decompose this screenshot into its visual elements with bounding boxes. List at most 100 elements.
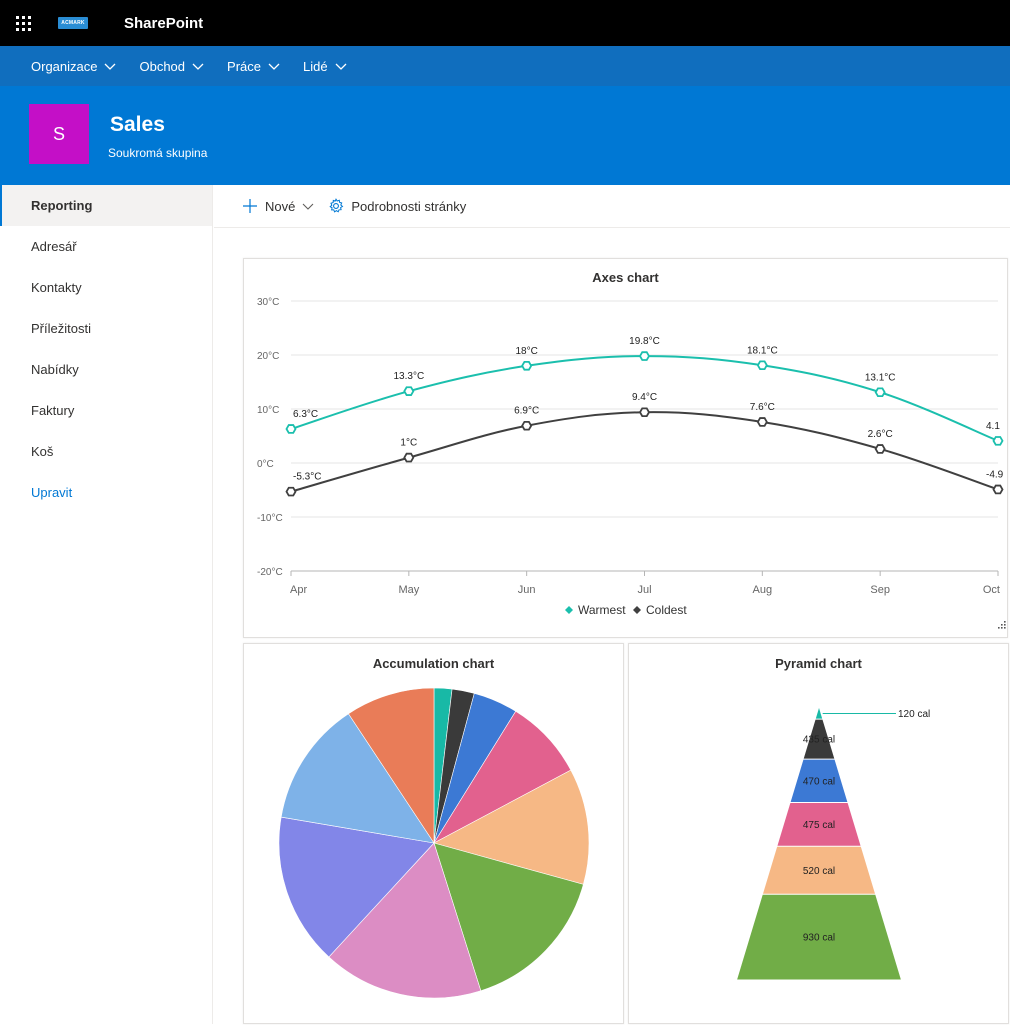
pyramid-chart-card: Pyramid chart 120 cal 435 cal 470 cal 475 c…: [628, 643, 1009, 1024]
pyramid-segment: [790, 759, 848, 803]
data-point: [285, 486, 297, 497]
resize-grip-icon: [1004, 624, 1006, 626]
data-label: -5.3°C: [293, 472, 321, 483]
nav-item-kontakty[interactable]: Kontakty: [31, 280, 82, 295]
segment-label: 435 cal: [803, 735, 835, 746]
y-tick-label: 30°C: [257, 297, 279, 308]
resize-grip-icon: [1004, 627, 1006, 629]
axes-chart-title: Axes chart: [592, 270, 659, 285]
data-point: [403, 386, 415, 396]
site-subtitle: Soukromá skupina: [108, 146, 208, 160]
hub-item-lide[interactable]: Lidé: [303, 59, 348, 74]
hub-item-label: Obchod: [139, 58, 186, 74]
legend-marker-warmest: [565, 606, 573, 614]
hub-item-organizace[interactable]: Organizace: [31, 59, 117, 74]
data-point: [638, 407, 651, 418]
pyramid-segment: [763, 846, 875, 894]
chevron-down-icon: [268, 63, 280, 70]
resize-grip-icon: [1001, 624, 1003, 626]
data-label: 13.1°C: [865, 372, 896, 383]
resize-grip-icon: [998, 627, 1000, 629]
axes-chart-card: Axes chart 30°C 20°C 10°C 0°C -10°C -20°C Apr M…: [243, 258, 1008, 638]
data-point: [992, 484, 1004, 495]
new-button[interactable]: Nové: [242, 198, 314, 214]
site-logo[interactable]: S: [29, 104, 89, 164]
company-logo[interactable]: ACMARK: [58, 17, 88, 29]
chevron-down-icon: [335, 63, 347, 70]
data-label: 4.1: [986, 421, 1000, 432]
chevron-down-icon: [302, 203, 314, 210]
data-label: 6.9°C: [514, 406, 539, 417]
pyramid-segment: [815, 708, 823, 719]
site-header: S Sales Soukromá skupina: [0, 86, 1010, 185]
app-name[interactable]: SharePoint: [124, 14, 204, 32]
plus-icon: [243, 199, 257, 213]
data-label: 9.4°C: [632, 392, 657, 403]
nav-item-faktury[interactable]: Faktury: [31, 403, 75, 418]
segment-label: 120 cal: [898, 709, 930, 720]
accumulation-chart: [278, 687, 590, 999]
nav-item-prilezitosti[interactable]: Příležitosti: [31, 321, 91, 336]
nav-item-adresar[interactable]: Adresář: [31, 239, 77, 254]
data-label: 7.6°C: [750, 402, 775, 413]
hub-navigation: Organizace Obchod Práce Lidé: [0, 46, 1010, 86]
y-tick-label: 20°C: [257, 351, 279, 362]
nav-edit-link[interactable]: Upravit: [31, 485, 73, 500]
page-details-button[interactable]: Podrobnosti stránky: [328, 198, 466, 214]
data-point: [521, 420, 533, 431]
pie-slice: [278, 816, 435, 958]
pyramid-segment: [803, 719, 835, 759]
data-point: [521, 361, 533, 371]
hub-item-obchod[interactable]: Obchod: [139, 59, 205, 74]
pyramid-chart-title: Pyramid chart: [775, 656, 862, 671]
axes-chart: 30°C 20°C 10°C 0°C -10°C -20°C Apr May Jun Jul Aug…: [257, 297, 1006, 629]
command-bar: Nové Podrobnosti stránky: [214, 185, 1010, 228]
data-label: -4.9: [986, 469, 1004, 480]
resize-grip-icon: [1001, 627, 1003, 629]
app-launcher-button[interactable]: [0, 0, 46, 46]
x-tick-label: May: [398, 584, 419, 596]
nav-item-reporting[interactable]: Reporting: [0, 185, 212, 226]
pie-slice: [348, 687, 435, 844]
page-details-label: Podrobnosti stránky: [351, 198, 467, 214]
data-label: 19.8°C: [629, 336, 660, 347]
x-tick-label: Sep: [870, 584, 890, 596]
segment-label: 930 cal: [803, 933, 835, 944]
y-tick-label: 0°C: [257, 459, 274, 470]
data-point: [874, 444, 886, 454]
hub-item-label: Lidé: [303, 58, 328, 74]
segment-label: 475 cal: [803, 820, 835, 831]
hub-item-label: Organizace: [31, 58, 98, 74]
suite-bar: ACMARK SharePoint: [0, 0, 1010, 46]
data-label: 18°C: [515, 346, 537, 357]
data-point: [638, 351, 651, 361]
pyramid-segment: [777, 803, 861, 846]
hub-item-prace[interactable]: Práce: [227, 59, 281, 74]
x-tick-label: Jul: [637, 584, 651, 596]
x-tick-label: Apr: [290, 584, 307, 596]
x-tick-label: Jun: [518, 584, 536, 596]
pie-slice: [328, 842, 482, 999]
y-tick-label: -20°C: [257, 567, 283, 578]
left-navigation: Reporting Adresář Kontakty Příležitosti …: [0, 185, 213, 1024]
data-label: 1°C: [400, 438, 417, 449]
data-label: 2.6°C: [868, 429, 893, 440]
nav-item-kos[interactable]: Koš: [31, 444, 54, 459]
accumulation-chart-title: Accumulation chart: [372, 656, 495, 671]
data-point: [874, 387, 886, 398]
data-point: [403, 452, 415, 463]
accumulation-chart-card: Accumulation chart: [243, 643, 624, 1024]
series-line-coldest: [290, 411, 999, 493]
segment-label: 470 cal: [803, 776, 835, 787]
gear-icon: [329, 198, 344, 213]
site-title[interactable]: Sales: [110, 113, 165, 136]
legend-label-coldest: Coldest: [646, 603, 687, 617]
nav-item-nabidky[interactable]: Nabídky: [31, 362, 79, 377]
pyramid-segment: [737, 894, 901, 980]
data-point: [756, 360, 768, 371]
resize-grip-icon: [1004, 621, 1006, 623]
data-point: [992, 436, 1004, 446]
y-tick-label: -10°C: [257, 513, 283, 524]
pie-slice: [433, 842, 584, 992]
data-label: 18.1°C: [747, 345, 778, 356]
